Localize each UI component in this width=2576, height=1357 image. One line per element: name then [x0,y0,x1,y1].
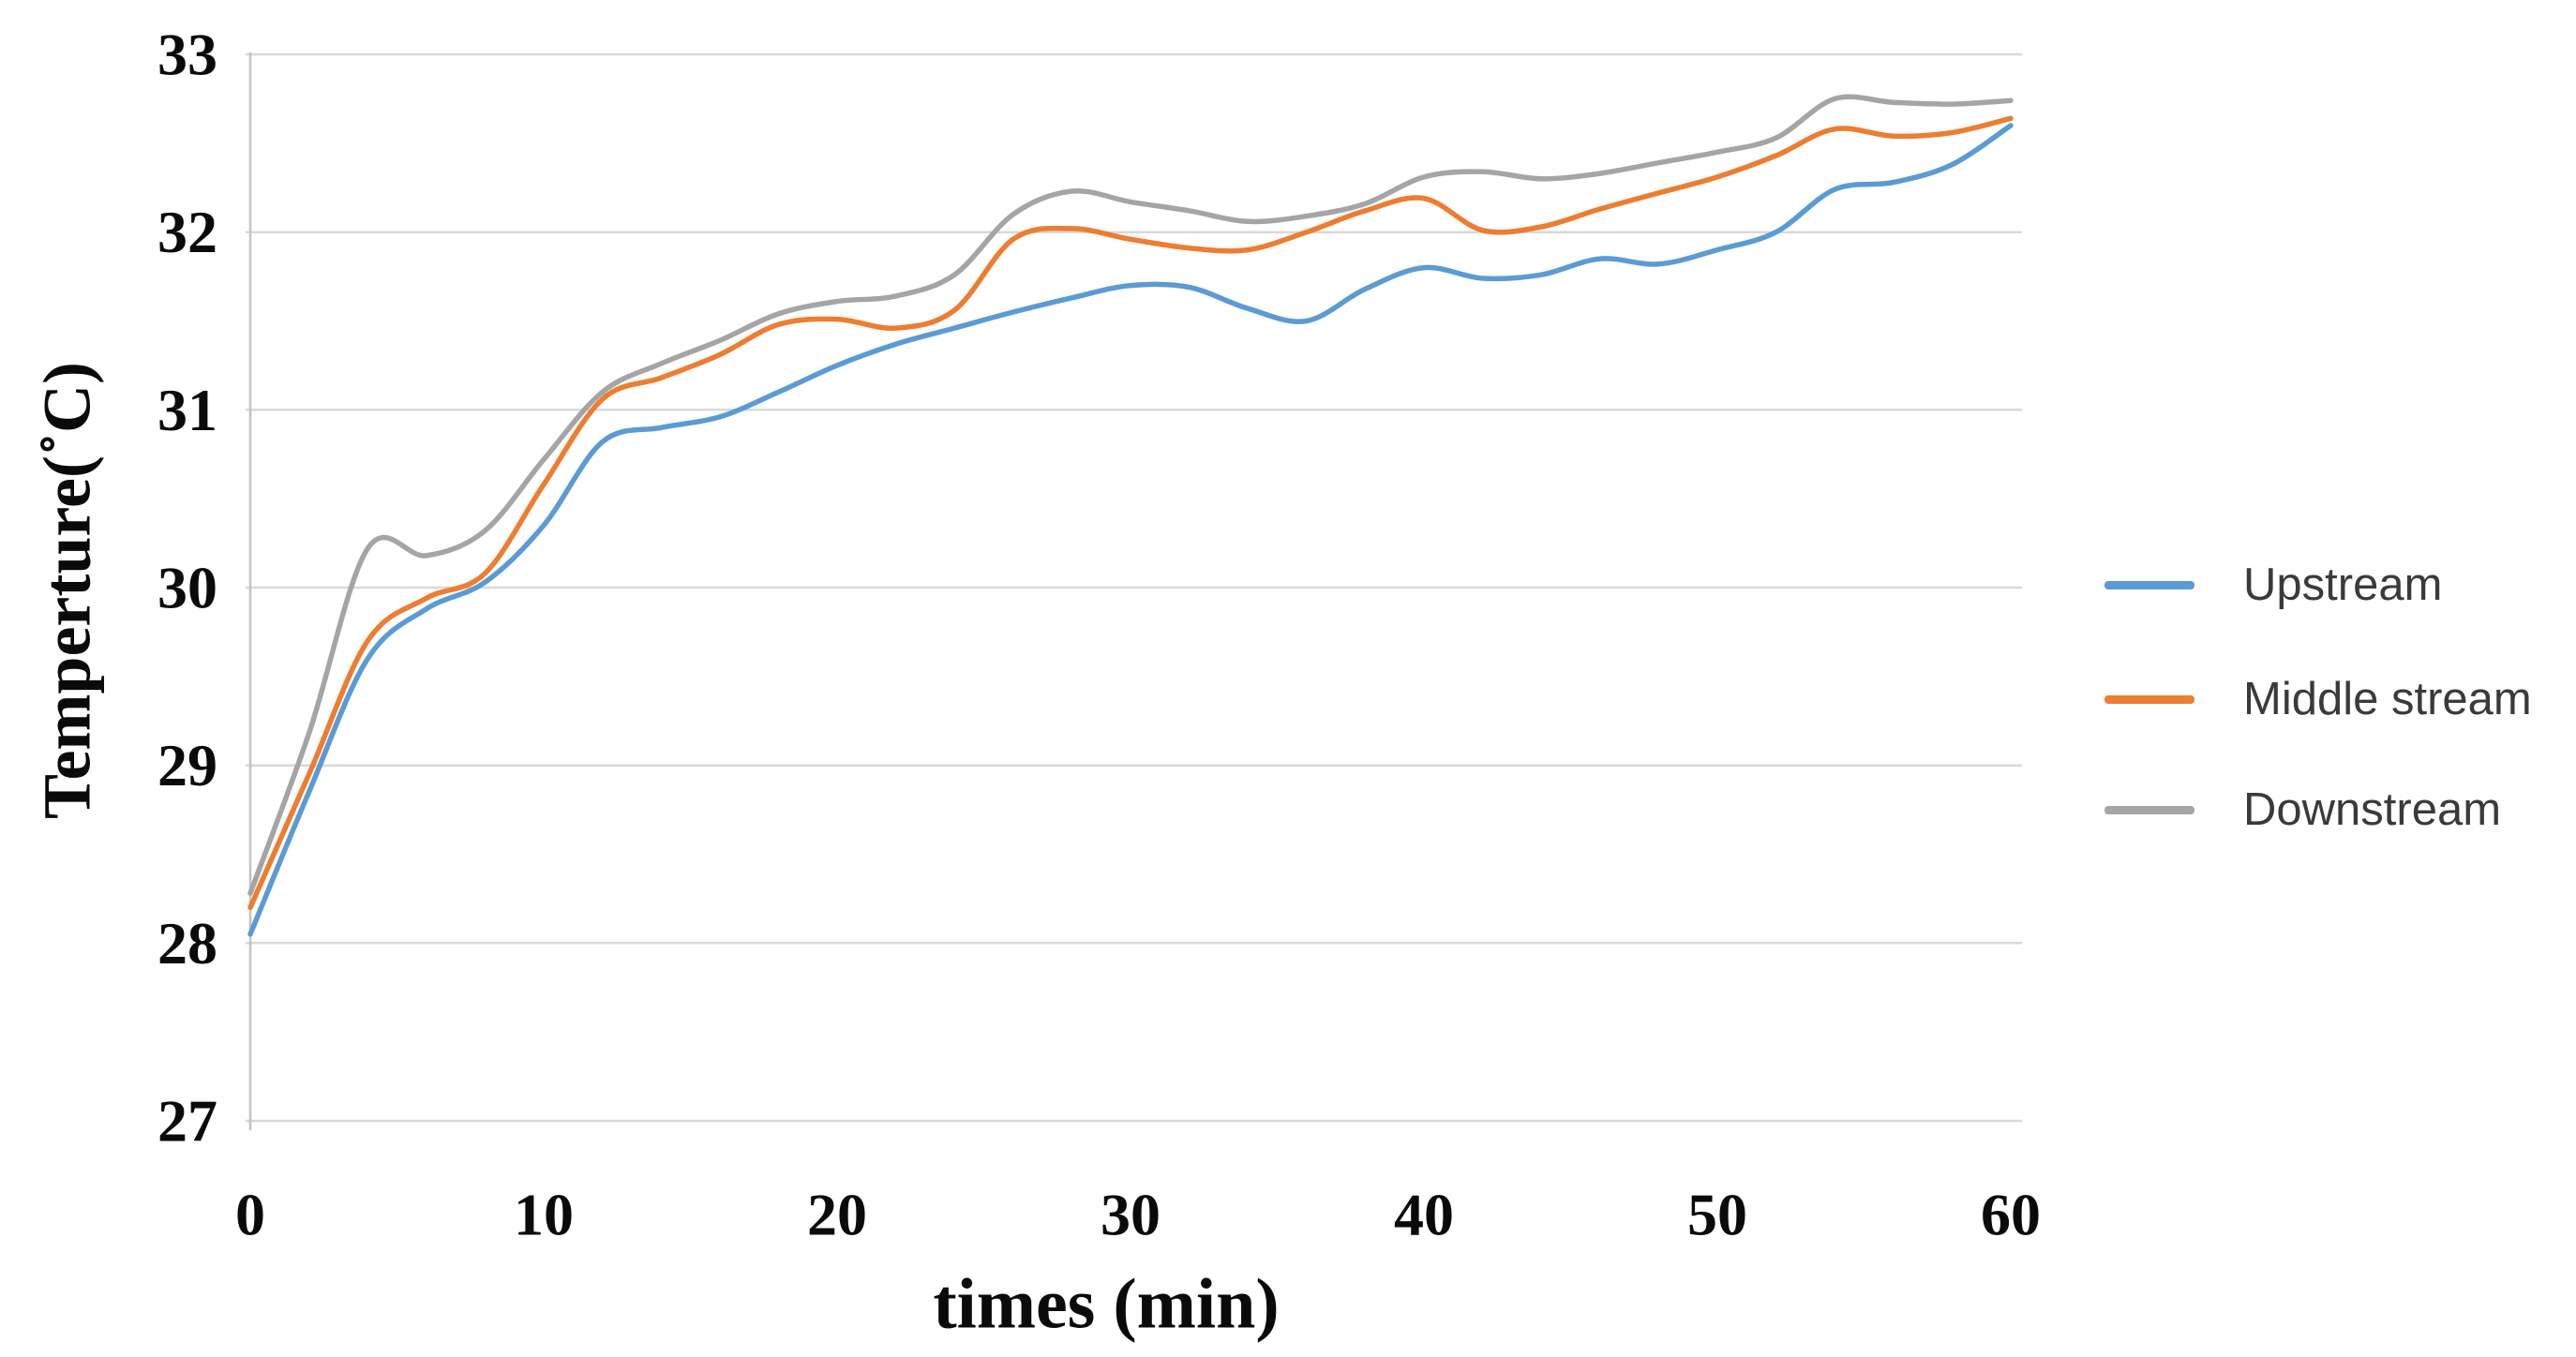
x-axis-title: times (min) [933,1264,1280,1344]
x-tick-label-30: 30 [1101,1182,1161,1248]
y-axis-title: Temperture(˚C) [29,362,105,819]
y-tick-label-31: 31 [157,377,217,443]
upstream-line-swatch-icon [2104,580,2194,589]
x-tick-label-0: 0 [235,1182,265,1248]
x-tick-label-20: 20 [807,1182,867,1248]
y-tick-labels: 27 28 29 30 31 32 33 [157,22,217,1155]
legend-item-upstream: Upstream [2104,555,2442,615]
x-tick-label-10: 10 [514,1182,574,1248]
middle-stream-line-swatch-icon [2104,694,2194,704]
legend-item-downstream: Downstream [2104,780,2501,840]
y-tick-label-27: 27 [157,1088,217,1155]
x-tick-label-40: 40 [1394,1182,1454,1248]
series-line-upstream [247,123,2014,937]
legend-item-middle-stream: Middle stream [2104,669,2532,729]
x-tick-label-50: 50 [1687,1182,1747,1248]
series-line-middle-stream [247,115,2014,911]
x-tick-label-60: 60 [1981,1182,2041,1248]
y-tick-label-28: 28 [157,910,217,977]
y-tick-label-29: 29 [157,732,217,798]
series-line-downstream [247,94,2014,896]
y-tick-label-32: 32 [157,199,217,265]
legend-label-middle-stream: Middle stream [2243,674,2532,724]
gridlines [246,52,2022,1123]
legend-label-downstream: Downstream [2243,784,2502,835]
y-tick-label-33: 33 [157,22,217,88]
x-tick-labels: 0 10 20 30 40 50 60 [235,1182,2041,1248]
legend-label-upstream: Upstream [2243,559,2443,610]
downstream-line-swatch-icon [2104,805,2194,814]
y-tick-label-30: 30 [157,555,217,621]
